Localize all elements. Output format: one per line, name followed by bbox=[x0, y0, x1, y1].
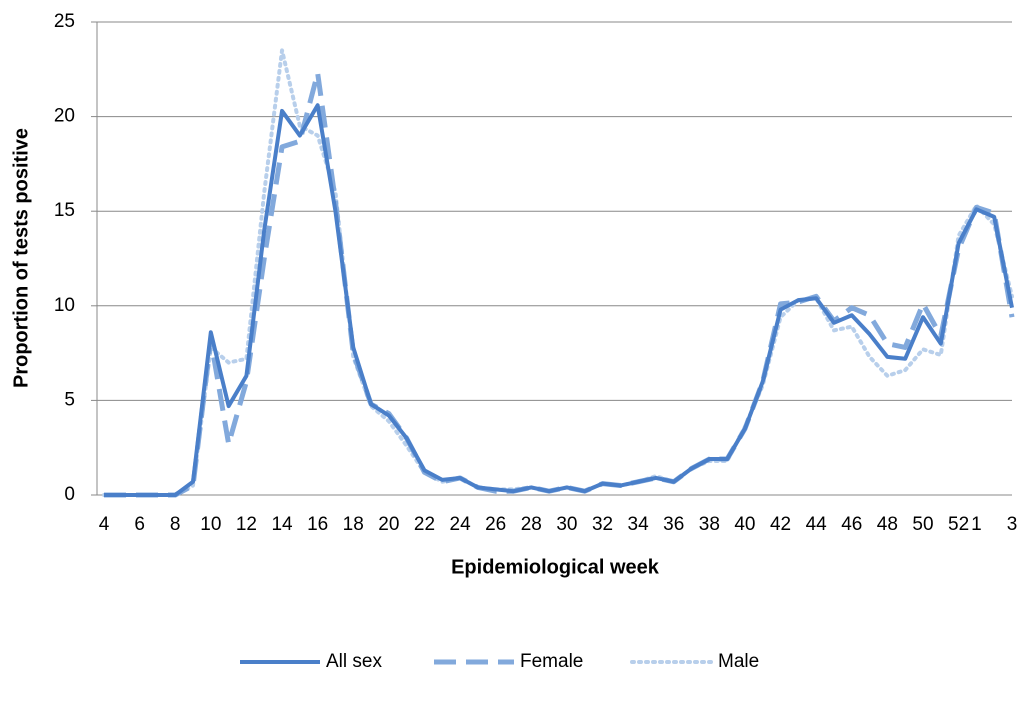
y-axis-title: Proportion of tests positive bbox=[10, 128, 32, 388]
x-tick-label: 18 bbox=[343, 514, 364, 535]
legend-label: All sex bbox=[326, 651, 382, 672]
y-tick-label: 0 bbox=[64, 484, 75, 505]
x-tick-label: 22 bbox=[414, 514, 435, 535]
y-tick-label: 15 bbox=[54, 200, 75, 221]
x-tick-label: 52 bbox=[948, 514, 969, 535]
x-tick-label: 6 bbox=[134, 514, 145, 535]
x-tick-label: 38 bbox=[699, 514, 720, 535]
x-tick-label: 48 bbox=[877, 514, 898, 535]
x-tick-label: 50 bbox=[912, 514, 933, 535]
x-tick-label: 3 bbox=[1007, 514, 1018, 535]
x-tick-label: 44 bbox=[806, 514, 828, 535]
x-tick-label: 16 bbox=[307, 514, 328, 535]
x-tick-label: 34 bbox=[628, 514, 650, 535]
x-tick-label: 24 bbox=[450, 514, 472, 535]
x-tick-label: 28 bbox=[521, 514, 542, 535]
x-tick-label: 30 bbox=[556, 514, 577, 535]
x-tick-label: 32 bbox=[592, 514, 613, 535]
x-tick-label: 46 bbox=[841, 514, 862, 535]
x-tick-label: 40 bbox=[734, 514, 755, 535]
x-tick-label: 8 bbox=[170, 514, 181, 535]
x-tick-label: 4 bbox=[99, 514, 110, 535]
x-tick-label: 1 bbox=[971, 514, 982, 535]
y-tick-label: 10 bbox=[54, 295, 75, 316]
x-axis-title: Epidemiological week bbox=[451, 556, 660, 578]
x-tick-label: 20 bbox=[378, 514, 399, 535]
legend-label: Male bbox=[718, 651, 759, 672]
x-tick-label: 36 bbox=[663, 514, 684, 535]
x-tick-label: 12 bbox=[236, 514, 257, 535]
x-tick-label: 26 bbox=[485, 514, 506, 535]
x-tick-label: 14 bbox=[271, 514, 293, 535]
series-line bbox=[104, 70, 1015, 498]
x-tick-label: 10 bbox=[200, 514, 221, 535]
series-line bbox=[104, 103, 1014, 497]
y-tick-label: 25 bbox=[54, 11, 75, 32]
y-tick-label: 5 bbox=[64, 389, 75, 410]
legend-label: Female bbox=[520, 651, 583, 672]
x-tick-label: 42 bbox=[770, 514, 791, 535]
y-tick-label: 20 bbox=[54, 106, 75, 127]
